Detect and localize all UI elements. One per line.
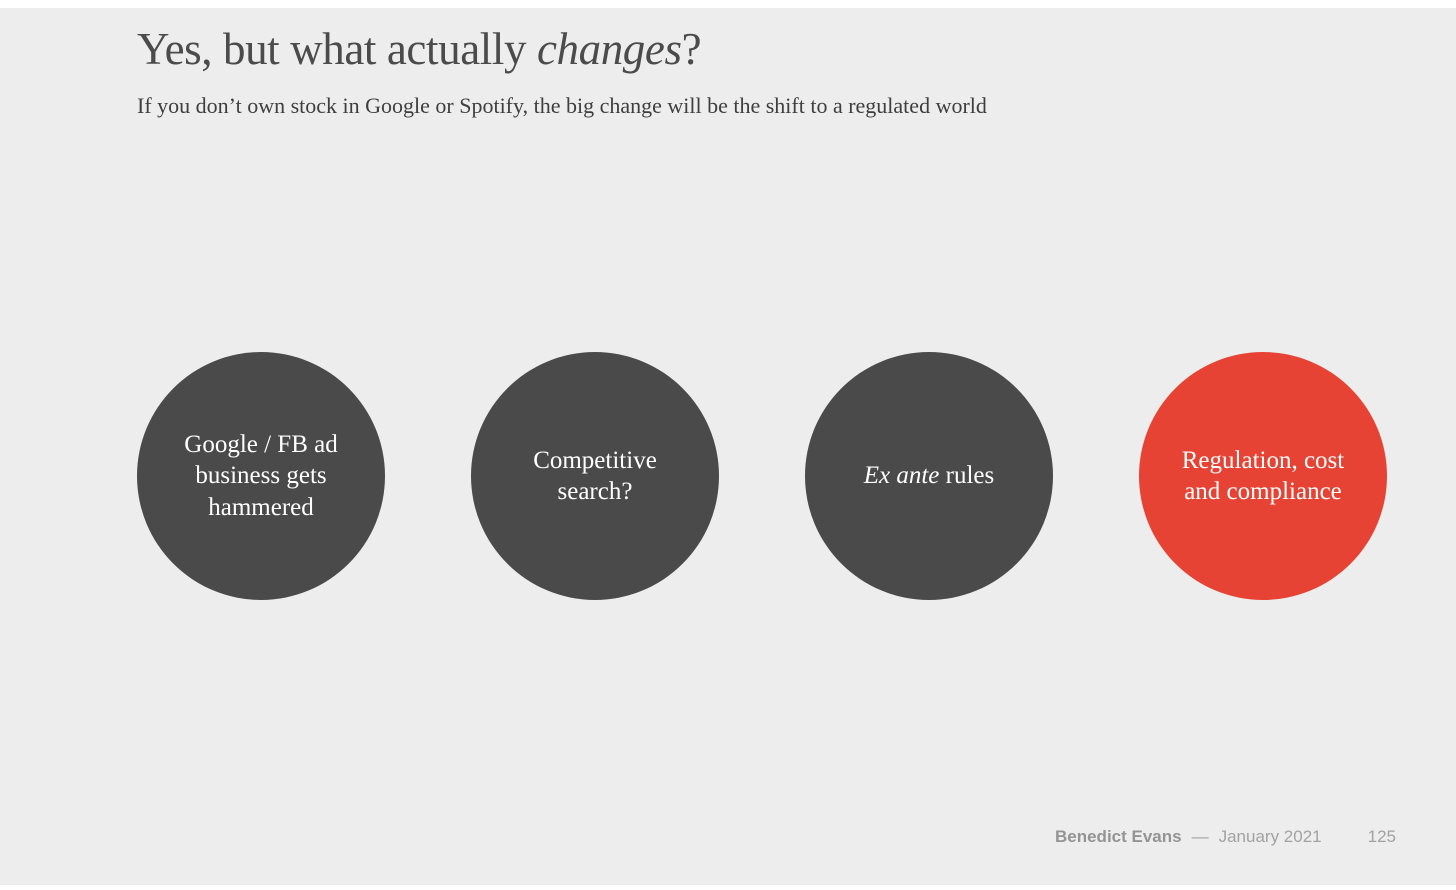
circle-label: Competitive search?	[533, 446, 657, 506]
circle-label-regular: rules	[939, 462, 995, 490]
circle-regulation-cost-compliance: Regulation, cost and compliance	[1139, 352, 1387, 600]
slide-footer: Benedict Evans — January 2021 125	[1055, 827, 1396, 847]
slide-title: Yes, but what actually changes?	[137, 22, 702, 76]
circle-ex-ante-rules: Ex ante rules	[805, 352, 1053, 600]
title-text-tail: ?	[681, 24, 702, 74]
circle-google-fb-ad-business: Google / FB ad business gets hammered	[137, 352, 385, 600]
slide-subtitle: If you don’t own stock in Google or Spot…	[137, 93, 987, 118]
title-text-lead: Yes, but what actually	[137, 24, 537, 74]
circle-label: Regulation, cost and compliance	[1181, 446, 1345, 506]
circle-label-italic: Ex ante	[863, 462, 940, 490]
title-text-italic: changes	[536, 24, 682, 74]
circles-row: Google / FB ad business gets hammered Co…	[137, 352, 1387, 600]
circle-label: Ex ante rules	[864, 460, 995, 492]
footer-date: January 2021	[1218, 827, 1322, 846]
page-number: 125	[1367, 827, 1396, 846]
circle-competitive-search: Competitive search?	[471, 352, 719, 600]
slide-canvas: Yes, but what actually changes? If you d…	[0, 8, 1456, 885]
footer-dash: —	[1191, 827, 1209, 846]
circle-label: Google / FB ad business gets hammered	[184, 430, 338, 521]
footer-author: Benedict Evans	[1054, 827, 1182, 846]
